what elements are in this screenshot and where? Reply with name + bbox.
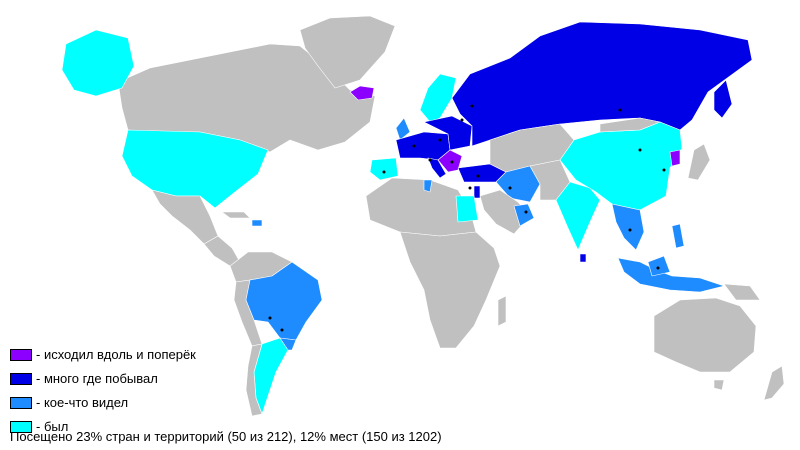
city-marker [428,158,432,162]
region-indonesia [617,257,725,293]
region-new-guinea [723,283,761,301]
region-cuba [221,211,251,219]
region-mongolia [599,117,661,133]
region-balkans [437,149,463,173]
legend-swatch-been [10,421,32,433]
city-marker [468,186,472,190]
region-africa-north [365,177,477,237]
region-italy [427,157,447,179]
city-markers [268,104,666,332]
region-scandinavia [419,73,457,123]
region-brazil [245,261,323,341]
legend-label-many: - много где побывал [36,371,158,386]
city-marker [524,210,528,214]
city-marker [476,174,480,178]
region-australia [653,297,757,373]
region-eastern-europe [423,115,473,151]
city-marker [662,168,666,172]
legend-label-thoroughly: - исходил вдоль и поперёк [36,347,196,362]
region-uruguay [279,337,297,351]
city-marker [280,328,284,332]
region-oman-uae [513,203,535,227]
city-marker [460,118,464,122]
region-africa-central-south [399,231,501,349]
legend-swatch-thoroughly [10,349,32,361]
region-india [555,181,601,251]
region-new-zealand [763,365,785,401]
city-marker [438,138,442,142]
visit-summary: Посещено 23% стран и территорий (50 из 2… [10,429,442,444]
region-philippines [671,223,685,249]
region-madagascar [497,295,507,327]
region-japan [687,143,711,181]
region-israel [473,185,481,199]
legend-swatch-some [10,397,32,409]
city-marker [268,316,272,320]
city-marker [382,170,386,174]
legend-label-some: - кое-что видел [36,395,129,410]
city-marker [508,186,512,190]
region-greenland [299,15,396,89]
region-chile [245,343,263,417]
city-marker [412,144,416,148]
region-kamchatka [713,79,733,119]
legend-label-been: - был [36,419,69,434]
region-tasmania [713,379,725,391]
city-marker [628,228,632,232]
region-russia [451,21,753,147]
region-dominican-republic [251,219,263,227]
city-marker [450,160,454,164]
region-usa [121,129,269,209]
region-tunisia [423,179,433,193]
region-alaska [61,29,135,97]
region-iberia [369,157,399,181]
city-marker [638,148,642,152]
region-iceland [349,85,375,101]
region-indochina [611,203,645,251]
legend-swatch-many [10,373,32,385]
city-marker [618,108,622,112]
region-uk [395,117,411,141]
region-borneo [647,255,671,277]
region-egypt [455,195,479,223]
region-sri-lanka [579,253,587,263]
city-marker [470,104,474,108]
city-marker [656,266,660,270]
region-north-korea [669,149,681,167]
